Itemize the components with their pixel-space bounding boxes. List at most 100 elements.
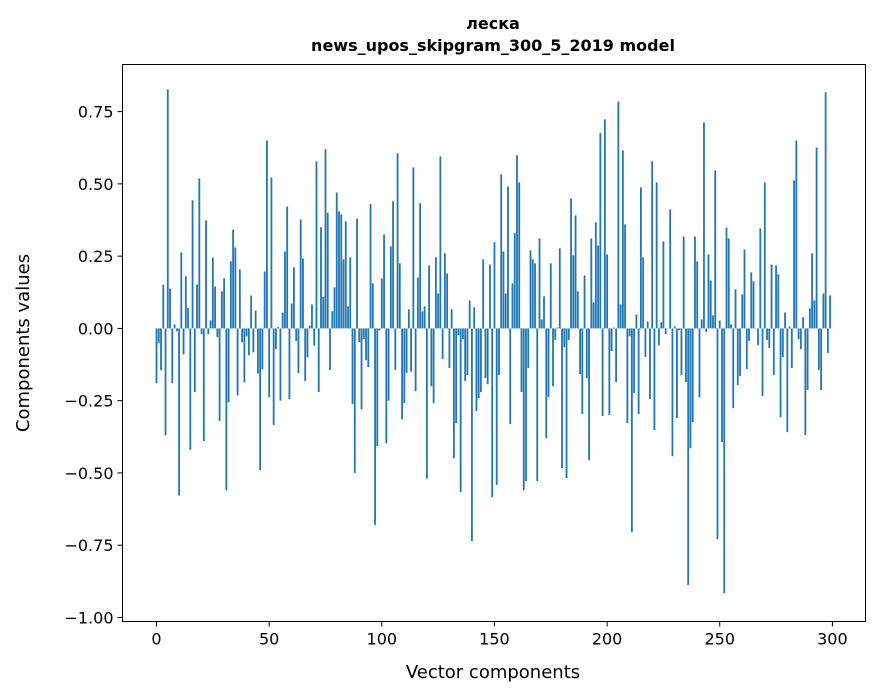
bar-32 xyxy=(227,328,230,403)
bar-142 xyxy=(475,328,478,412)
bar-281 xyxy=(788,326,791,329)
bar-168 xyxy=(534,263,536,329)
bar-101 xyxy=(383,234,385,329)
bar-78 xyxy=(331,311,334,329)
bar-269 xyxy=(761,328,764,397)
bar-263 xyxy=(748,328,750,342)
bar-156 xyxy=(507,186,509,329)
bar-128 xyxy=(443,253,446,329)
bar-247 xyxy=(712,315,714,329)
bar-53 xyxy=(275,328,277,350)
bar-73 xyxy=(320,227,322,329)
bar-151 xyxy=(495,328,498,486)
bar-157 xyxy=(509,328,512,425)
bar-79 xyxy=(333,287,336,329)
bar-292 xyxy=(813,300,816,329)
bar-105 xyxy=(392,201,394,329)
bar-193 xyxy=(590,238,593,329)
x-axis-label: Vector components xyxy=(406,662,580,683)
bar-8 xyxy=(173,324,176,329)
bar-94 xyxy=(367,328,370,368)
bar-111 xyxy=(405,328,408,374)
bar-166 xyxy=(529,250,532,329)
bar-238 xyxy=(691,328,694,423)
bar-253 xyxy=(725,227,728,329)
bar-153 xyxy=(500,174,503,329)
bar-208 xyxy=(624,224,627,329)
bar-188 xyxy=(579,328,581,375)
bar-175 xyxy=(549,263,552,329)
bar-298 xyxy=(826,328,829,353)
bar-44 xyxy=(254,310,257,329)
bar-14 xyxy=(187,308,189,329)
bar-189 xyxy=(581,328,584,414)
bar-199 xyxy=(603,119,606,329)
bar-167 xyxy=(531,259,534,329)
bar-65 xyxy=(302,258,304,329)
bar-11 xyxy=(180,252,183,329)
bar-72 xyxy=(317,328,320,392)
bar-92 xyxy=(362,328,365,340)
bar-29 xyxy=(220,291,223,329)
bar-162 xyxy=(520,328,523,392)
bar-229 xyxy=(671,328,674,457)
bar-276 xyxy=(777,274,780,329)
bar-221 xyxy=(653,328,656,431)
bar-196 xyxy=(597,245,599,329)
bar-243 xyxy=(703,122,705,329)
bar-219 xyxy=(648,328,651,400)
bar-124 xyxy=(434,257,437,329)
bar-66 xyxy=(304,328,307,382)
bar-234 xyxy=(682,236,685,329)
y-tick-label: 0.00 xyxy=(78,319,114,338)
bar-183 xyxy=(567,328,570,340)
bar-272 xyxy=(768,328,771,349)
bar-88 xyxy=(353,328,356,473)
bar-147 xyxy=(486,328,489,385)
x-tick-label: 150 xyxy=(479,630,510,649)
bar-248 xyxy=(714,170,717,329)
bar-135 xyxy=(459,328,462,493)
bar-249 xyxy=(716,328,719,540)
bar-137 xyxy=(464,328,467,382)
bar-74 xyxy=(322,296,325,329)
bar-4 xyxy=(164,328,167,436)
bar-130 xyxy=(448,328,451,369)
bar-18 xyxy=(196,284,198,329)
bar-52 xyxy=(272,328,275,425)
bar-40 xyxy=(245,328,248,337)
bar-39 xyxy=(243,328,246,383)
bar-198 xyxy=(601,328,604,416)
chart-title-line1: леска xyxy=(466,14,520,33)
bar-262 xyxy=(745,328,748,370)
bar-126 xyxy=(439,156,442,329)
bar-97 xyxy=(374,328,376,525)
bar-289 xyxy=(806,328,809,390)
bar-47 xyxy=(261,328,264,370)
bar-268 xyxy=(759,228,762,329)
bar-251 xyxy=(721,328,723,442)
plot-frame xyxy=(122,64,866,622)
bar-160 xyxy=(516,155,518,329)
bar-241 xyxy=(698,328,701,398)
bar-83 xyxy=(342,259,345,329)
bar-261 xyxy=(743,249,746,329)
bar-220 xyxy=(651,161,654,329)
bar-125 xyxy=(437,293,440,329)
bar-224 xyxy=(660,322,663,329)
bar-161 xyxy=(518,182,521,329)
bar-19 xyxy=(198,178,201,329)
x-tick-label: 300 xyxy=(817,630,848,649)
bar-131 xyxy=(450,309,453,329)
bar-95 xyxy=(369,204,372,329)
bar-15 xyxy=(189,328,192,450)
bar-140 xyxy=(471,328,473,542)
bar-69 xyxy=(311,304,313,329)
bar-225 xyxy=(662,241,665,329)
bar-231 xyxy=(676,328,678,419)
bar-295 xyxy=(820,328,823,390)
bar-114 xyxy=(412,167,415,329)
bar-20 xyxy=(200,328,203,335)
bar-71 xyxy=(315,161,318,329)
bar-158 xyxy=(511,283,514,329)
